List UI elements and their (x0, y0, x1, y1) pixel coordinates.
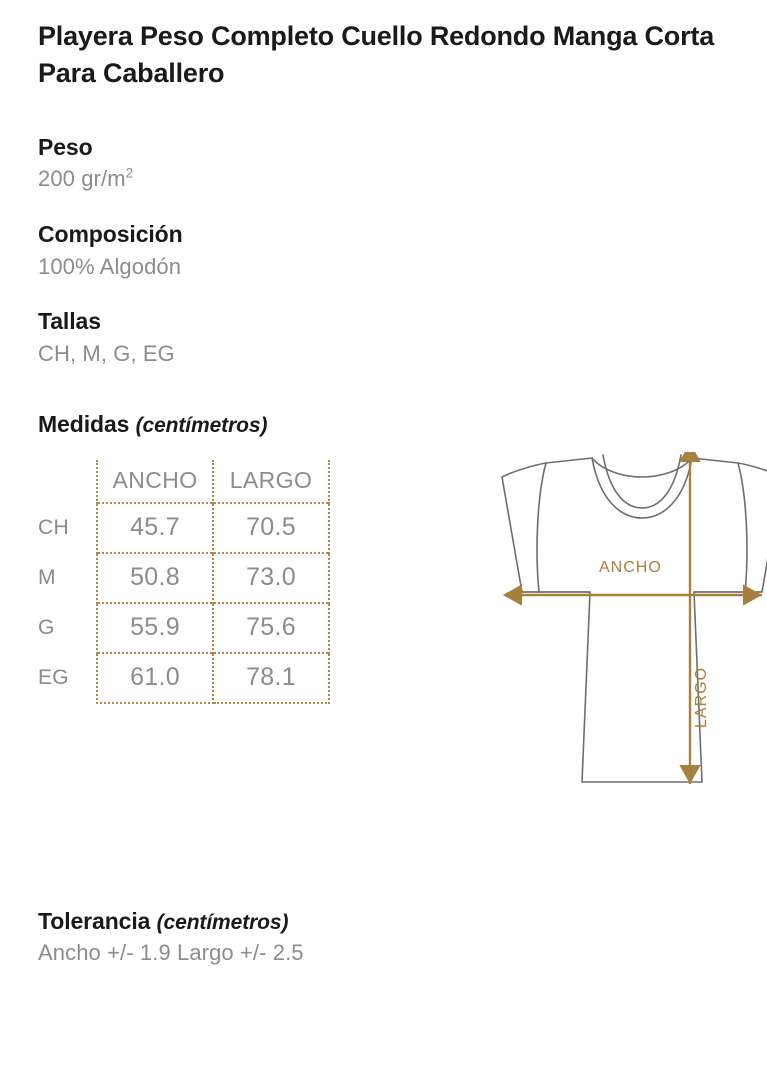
right-armhole-seam (737, 462, 748, 593)
tshirt-diagram: ANCHO LARGO (394, 451, 767, 802)
medidas-units: (centímetros) (135, 413, 268, 437)
tolerance-heading: Tolerancia (centímetros) (38, 908, 304, 935)
spec-peso-value-text: 200 gr/m (38, 166, 126, 192)
row-size-g: G (38, 615, 55, 639)
tolerance-block: Tolerancia (centímetros) Ancho +/- 1.9 L… (38, 908, 304, 966)
spec-composicion: Composición 100% Algodón (38, 220, 729, 281)
spec-tallas-value: CH, M, G, EG (38, 341, 175, 367)
tolerance-units: (centímetros) (156, 911, 289, 934)
tshirt-svg: ANCHO LARGO (501, 451, 767, 784)
table-row: G 55.9 75.6 (38, 601, 330, 653)
table-corner-cell (38, 460, 97, 503)
spec-peso-value-sup: 2 (125, 165, 134, 181)
cell-g-largo: 75.6 (212, 601, 330, 653)
cell-g-ancho: 55.9 (96, 601, 214, 653)
cell-m-ancho: 50.8 (96, 551, 214, 603)
medidas-heading-text: Medidas (38, 410, 130, 437)
spec-peso: Peso 200 gr/m2 (38, 133, 729, 194)
ancho-dimension: ANCHO (502, 559, 762, 606)
tolerance-value: Ancho +/- 1.9 Largo +/- 2.5 (38, 940, 304, 965)
medidas-heading: Medidas (centímetros) (38, 411, 729, 438)
cell-ch-ancho: 45.7 (96, 501, 214, 553)
spec-composicion-value: 100% Algodón (38, 253, 182, 279)
left-armhole-seam (536, 462, 547, 593)
row-size-m: M (38, 565, 56, 589)
row-size-ch: CH (38, 515, 69, 539)
table-row: M 50.8 73.0 (38, 551, 330, 603)
cell-m-largo: 73.0 (212, 551, 330, 603)
spec-peso-label: Peso (38, 133, 93, 160)
table-row: EG 61.0 78.1 (38, 651, 330, 704)
tshirt-outline (501, 454, 767, 783)
spec-tallas: Tallas CH, M, G, EG (38, 307, 729, 368)
largo-dimension-label: LARGO (693, 667, 710, 728)
cell-eg-ancho: 61.0 (96, 651, 214, 704)
column-header-ancho: ANCHO (96, 459, 214, 503)
row-size-eg: EG (38, 665, 69, 689)
largo-dimension: LARGO (679, 451, 710, 784)
page-title: Playera Peso Completo Cuello Redondo Man… (38, 21, 715, 89)
size-table: ANCHO LARGO CH 45.7 70.5 M 50.8 73.0 G 5… (38, 459, 330, 704)
neckline-inner (602, 454, 682, 509)
measurements-area: ANCHO LARGO CH 45.7 70.5 M 50.8 73.0 G 5… (38, 451, 767, 800)
cell-eg-largo: 78.1 (212, 651, 330, 704)
spec-tallas-label: Tallas (38, 308, 101, 335)
tolerance-heading-text: Tolerancia (38, 908, 151, 934)
column-header-largo: LARGO (212, 459, 330, 503)
spec-peso-value: 200 gr/m2 (38, 164, 729, 194)
table-header-row: ANCHO LARGO (38, 459, 330, 503)
cell-ch-largo: 70.5 (212, 501, 330, 553)
spec-composicion-label: Composición (38, 220, 183, 247)
ancho-dimension-label: ANCHO (599, 559, 662, 576)
table-row: CH 45.7 70.5 (38, 501, 330, 553)
